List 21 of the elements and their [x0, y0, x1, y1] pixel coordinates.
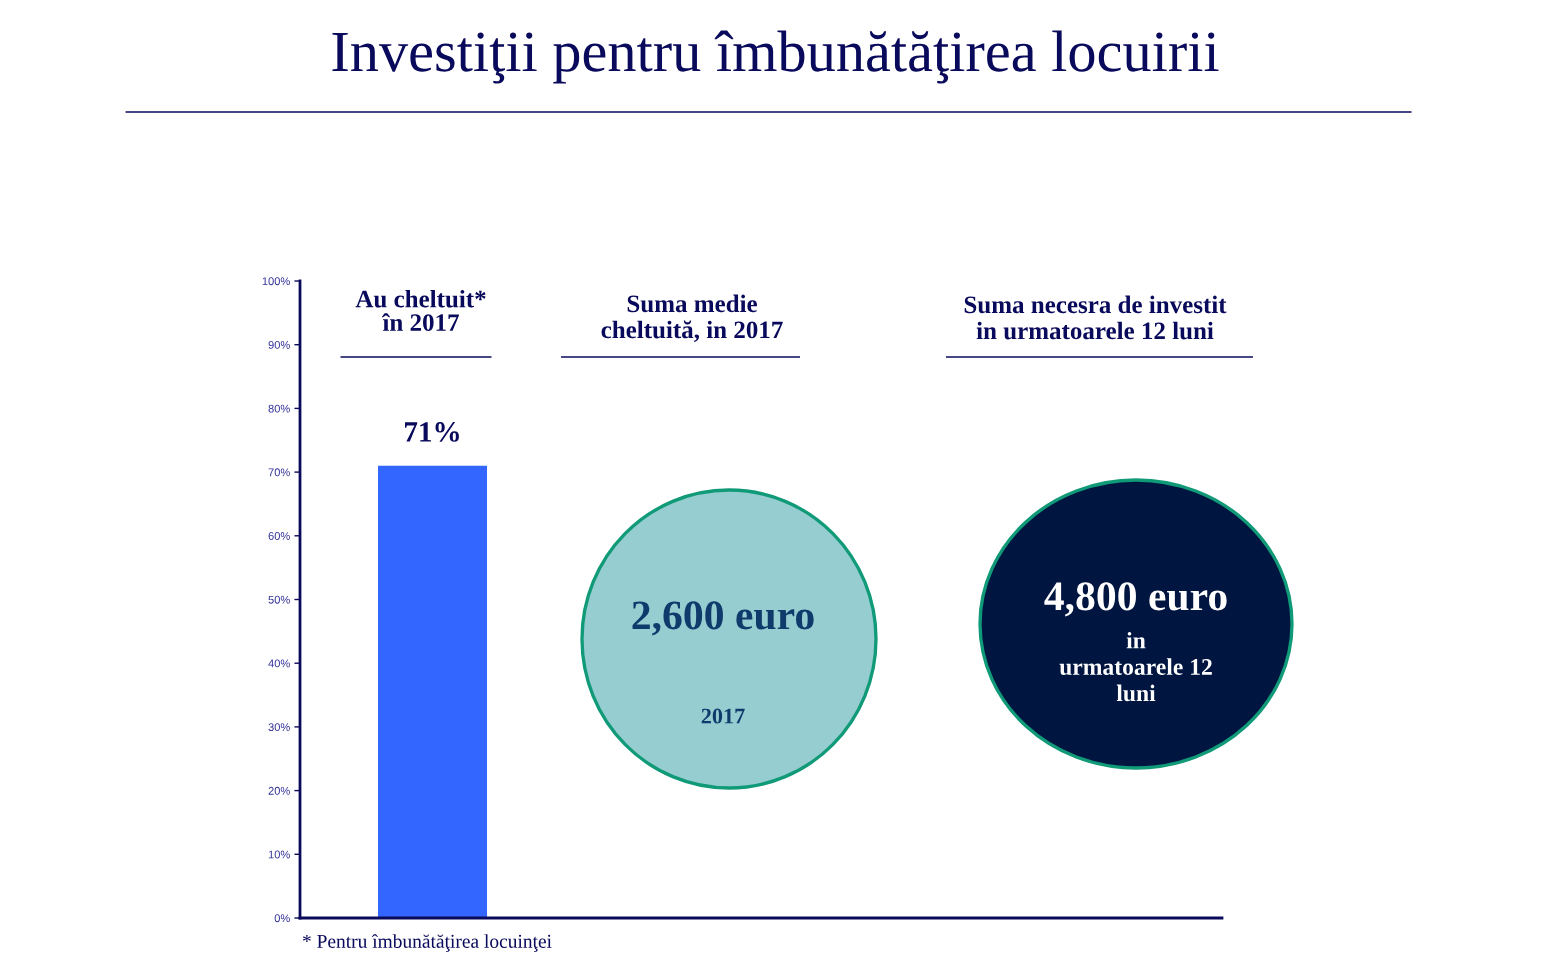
y-tick-label: 60% [268, 532, 290, 540]
y-tick-label: 30% [268, 723, 290, 732]
annotation: 4,800 euro [1044, 582, 1227, 617]
annotation: 2,600 euro [632, 601, 814, 636]
y-tick-label: 50% [268, 595, 290, 604]
y-tick-label: 40% [268, 659, 290, 668]
chart-title: Investiţii pentru îmbunătăţirea locuirii [332, 30, 1219, 84]
y-tick-label: 90% [268, 340, 290, 349]
text: Suma medie cheltuită, in 2017 [601, 294, 783, 342]
y-tick-label: 80% [268, 404, 290, 413]
y-tick-label: 100% [262, 277, 290, 286]
y-tick-label: 0% [274, 914, 290, 923]
y-tick-label: 70% [268, 468, 290, 477]
text: Au cheltuit* în 2017 [355, 289, 486, 332]
text: Suma necesra de investit in urmatoarele 12 luni [964, 295, 1227, 340]
annotation: in urmatoarele 12 luni [1059, 631, 1212, 702]
y-tick-label: 20% [268, 786, 290, 795]
data-label: 71% [405, 422, 459, 442]
annotation: 2017 [701, 708, 745, 724]
y-tick-label: 10% [268, 850, 290, 859]
text: * Pentru îmbunătăţirea locuinţei [302, 934, 552, 952]
